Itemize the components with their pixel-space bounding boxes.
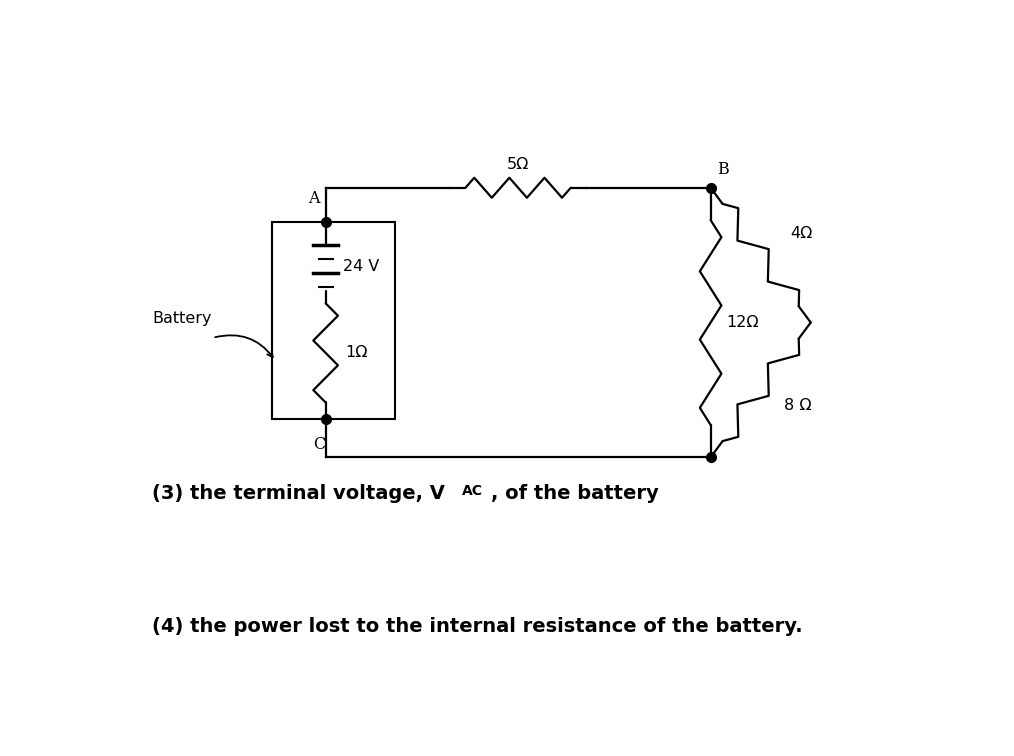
Text: 5Ω: 5Ω [507,157,529,172]
Text: 12Ω: 12Ω [726,315,758,330]
Text: (4) the power lost to the internal resistance of the battery.: (4) the power lost to the internal resis… [152,618,803,637]
Text: 8 Ω: 8 Ω [784,398,811,413]
Text: (3) the terminal voltage, V: (3) the terminal voltage, V [152,484,445,503]
Text: C: C [313,435,325,453]
Text: 24 V: 24 V [343,259,379,274]
Text: 1Ω: 1Ω [346,345,368,361]
Text: , of the battery: , of the battery [491,484,659,503]
Text: Battery: Battery [152,311,212,326]
Text: A: A [308,190,319,207]
Text: B: B [717,162,728,178]
Text: AC: AC [462,484,483,498]
Text: 4Ω: 4Ω [790,226,812,241]
Bar [272,222,394,419]
